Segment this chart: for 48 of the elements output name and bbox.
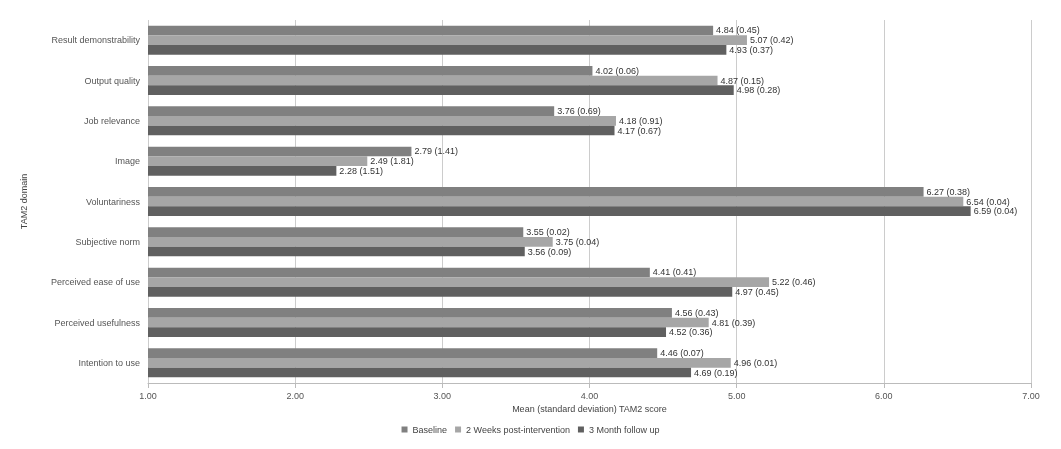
data-label: 4.56 (0.43) bbox=[674, 307, 719, 318]
x-tick-label: 7.00 bbox=[1022, 390, 1040, 401]
data-label: 4.98 (0.28) bbox=[736, 85, 781, 96]
data-label: 4.84 (0.45) bbox=[716, 25, 760, 36]
data-label: 2.28 (1.51) bbox=[339, 165, 383, 176]
data-label: 4.87 (0.15) bbox=[720, 75, 765, 86]
x-tick-label: 3.00 bbox=[433, 390, 452, 401]
data-label: 5.07 (0.42) bbox=[749, 35, 794, 46]
y-tick-label: Job relevance bbox=[83, 115, 140, 126]
data-label: 3.55 (0.02) bbox=[526, 227, 570, 238]
data-label: 4.46 (0.07) bbox=[660, 348, 704, 359]
legend-label: 3 Month follow up bbox=[588, 424, 660, 435]
data-label: 4.17 (0.67) bbox=[617, 125, 662, 136]
data-label: 4.96 (0.01) bbox=[733, 357, 778, 368]
data-label: 4.69 (0.19) bbox=[694, 367, 738, 378]
data-label: 5.22 (0.46) bbox=[772, 277, 816, 288]
y-tick-label: Perceived usefulness bbox=[54, 317, 141, 328]
data-label: 4.41 (0.41) bbox=[652, 267, 697, 278]
x-tick-label: 4.00 bbox=[580, 390, 599, 401]
y-tick-label: Perceived ease of use bbox=[50, 277, 140, 288]
y-tick-label: Subjective norm bbox=[75, 236, 140, 247]
y-tick-label: Intention to use bbox=[78, 357, 140, 368]
data-label: 2.49 (1.81) bbox=[370, 156, 414, 167]
data-label: 4.93 (0.37) bbox=[729, 44, 773, 55]
y-tick-label: Output quality bbox=[84, 75, 141, 86]
y-tick-label: Voluntariness bbox=[85, 196, 141, 207]
x-tick-label: 2.00 bbox=[286, 390, 304, 401]
x-axis-title: Mean (standard deviation) TAM2 score bbox=[512, 404, 667, 415]
data-label: 4.18 (0.91) bbox=[618, 115, 663, 126]
data-label: 3.75 (0.04) bbox=[555, 236, 600, 247]
data-label: 2.79 (1.41) bbox=[414, 146, 458, 157]
data-label: 3.76 (0.69) bbox=[557, 106, 601, 117]
data-label: 3.56 (0.09) bbox=[527, 246, 572, 257]
legend-label: Baseline bbox=[412, 424, 448, 435]
x-tick-label: 5.00 bbox=[727, 390, 746, 401]
data-label: 4.97 (0.45) bbox=[735, 286, 779, 297]
data-label: 4.81 (0.39) bbox=[711, 317, 756, 328]
data-label: 6.27 (0.38) bbox=[926, 186, 971, 197]
y-axis-title: TAM2 domain bbox=[18, 173, 29, 230]
data-label: 6.54 (0.04) bbox=[966, 196, 1010, 207]
data-label: 4.52 (0.36) bbox=[669, 327, 713, 338]
y-tick-label: Result demonstrability bbox=[51, 35, 141, 46]
data-label: 6.59 (0.04) bbox=[973, 206, 1018, 217]
data-label: 4.02 (0.06) bbox=[595, 65, 639, 76]
x-tick-label: 6.00 bbox=[875, 390, 893, 401]
y-tick-label: Image bbox=[114, 156, 140, 167]
legend-label: 2 Weeks post-intervention bbox=[466, 424, 570, 435]
x-tick-label: 1.00 bbox=[139, 390, 157, 401]
